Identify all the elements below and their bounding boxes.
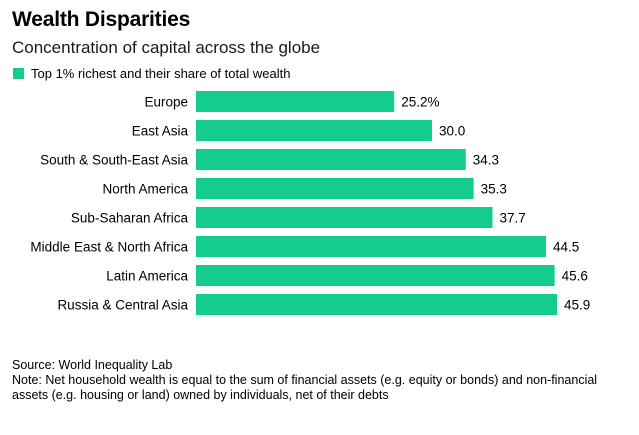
legend: Top 1% richest and their share of total … xyxy=(13,66,290,81)
bar xyxy=(196,265,555,286)
category-label: Latin America xyxy=(106,269,188,284)
category-label: Europe xyxy=(144,95,188,110)
category-label: South & South-East Asia xyxy=(40,153,188,168)
value-label: 35.3 xyxy=(481,182,507,197)
value-label: 44.5 xyxy=(553,240,579,255)
value-label: 34.3 xyxy=(473,153,499,168)
bar xyxy=(196,207,493,228)
bar xyxy=(196,236,546,257)
category-label: Middle East & North Africa xyxy=(30,240,188,255)
chart-subtitle: Concentration of capital across the glob… xyxy=(12,38,321,57)
bar xyxy=(196,294,557,315)
chart-title: Wealth Disparities xyxy=(12,8,191,31)
value-label: 37.7 xyxy=(500,211,526,226)
value-label: 45.6 xyxy=(562,269,588,284)
methodology-note: Note: Net household wealth is equal to t… xyxy=(12,373,598,402)
bar-chart: Europe 25.2% East Asia 30.0 South & South-Ea… xyxy=(30,91,590,315)
bar xyxy=(196,91,395,112)
category-label: Russia & Central Asia xyxy=(57,298,188,313)
category-label: East Asia xyxy=(132,124,189,139)
source-note: Source: World Inequality Lab xyxy=(12,358,173,372)
value-label: 30.0 xyxy=(439,124,465,139)
category-label: Sub-Saharan Africa xyxy=(71,211,189,226)
legend-label: Top 1% richest and their share of total … xyxy=(31,66,291,81)
bar xyxy=(196,120,432,141)
legend-swatch xyxy=(13,68,24,79)
bar xyxy=(196,149,466,170)
footer: Source: World Inequality Lab Note: Net h… xyxy=(12,358,612,403)
category-label: North America xyxy=(102,182,188,197)
value-label: 45.9 xyxy=(564,298,590,313)
bar xyxy=(196,178,474,199)
value-label: 25.2% xyxy=(401,95,439,110)
